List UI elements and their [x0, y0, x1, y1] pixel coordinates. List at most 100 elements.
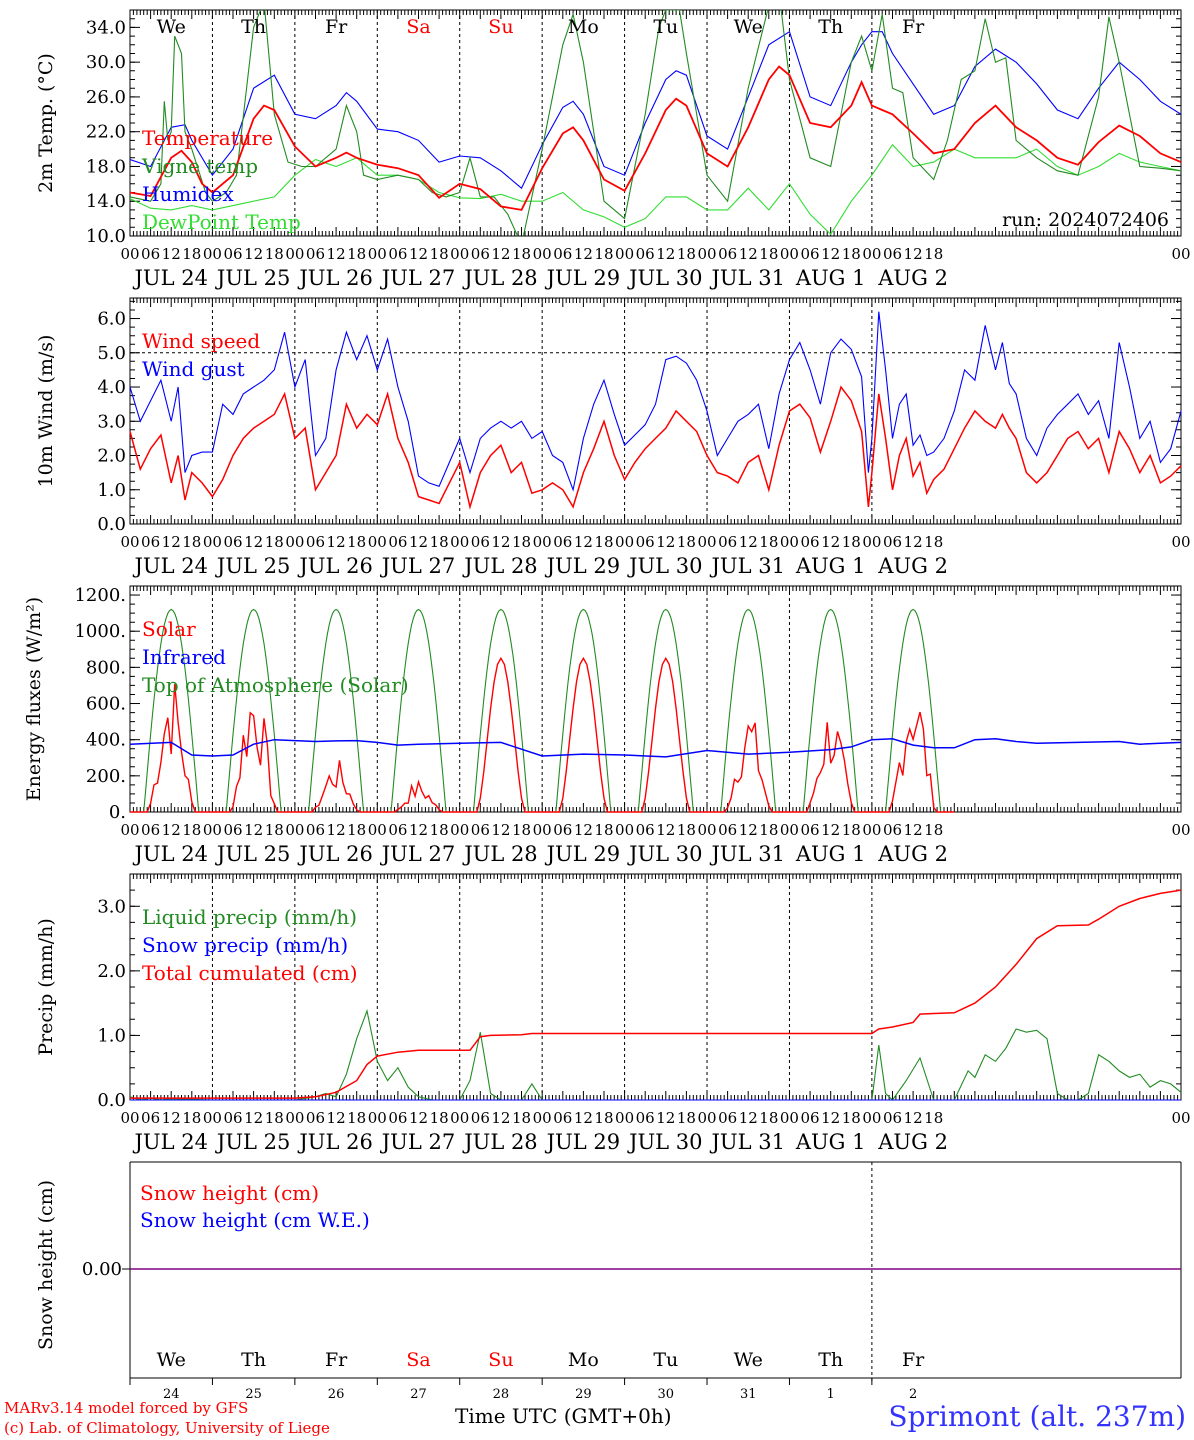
hour-tick-label: 18 [842, 533, 861, 551]
legend-entry: Humidex [142, 182, 234, 206]
date-label: AUG 2 [877, 554, 948, 578]
date-label: AUG 2 [877, 1130, 948, 1154]
hour-tick-label: 18 [512, 245, 531, 263]
hour-tick-label: 12 [244, 821, 263, 839]
date-label: AUG 1 [795, 842, 866, 866]
hour-tick-label: 00 [285, 1109, 304, 1127]
legend-entry: Top of Atmosphere (Solar) [142, 673, 409, 697]
humidex-line [130, 30, 1181, 190]
y-tick-label: 1.0 [97, 480, 126, 501]
hour-tick-label: 00 [1171, 821, 1190, 839]
y-tick-label: 0.00 [82, 1259, 122, 1280]
vigne-temp-line [130, 10, 1181, 236]
date-label: JUL 26 [297, 554, 372, 578]
weekday-label: Fr [902, 16, 925, 38]
hour-tick-label: 18 [347, 821, 366, 839]
date-label: AUG 1 [795, 266, 866, 290]
y-tick-label: 5.0 [97, 343, 126, 364]
hour-tick-label: 00 [450, 245, 469, 263]
station-name: Sprimont (alt. 237m) [888, 1400, 1186, 1433]
hour-tick-label: 18 [182, 1109, 201, 1127]
hour-tick-label: 06 [801, 821, 820, 839]
hour-tick-label: 12 [656, 821, 675, 839]
hour-tick-label: 06 [471, 245, 490, 263]
hour-tick-label: 00 [533, 245, 552, 263]
legend-entry: Snow precip (mm/h) [142, 933, 348, 957]
legend-entry: Infrared [142, 645, 226, 669]
hour-tick-label: 06 [636, 533, 655, 551]
hour-tick-label: 18 [182, 533, 201, 551]
date-label: AUG 2 [877, 842, 948, 866]
hour-tick-label: 12 [821, 821, 840, 839]
hour-tick-label: 00 [450, 821, 469, 839]
y-axis-label: 2m Temp. (°C) [35, 53, 57, 193]
hour-tick-label: 12 [656, 533, 675, 551]
hour-ticks [129, 298, 1182, 524]
hour-tick-label: 12 [244, 245, 263, 263]
weekday-label: Th [818, 1349, 843, 1371]
day-number-label: 26 [328, 1387, 345, 1402]
hour-tick-label: 18 [265, 1109, 284, 1127]
panel-border [129, 297, 1182, 525]
hour-tick-label: 18 [430, 1109, 449, 1127]
hour-tick-label: 12 [327, 245, 346, 263]
y-tick-label: 1000. [74, 621, 126, 642]
hour-tick-label: 06 [801, 245, 820, 263]
hour-tick-label: 18 [430, 821, 449, 839]
hour-tick-label: 00 [780, 1109, 799, 1127]
hour-tick-label: 00 [120, 1109, 139, 1127]
hour-tick-label: 18 [512, 1109, 531, 1127]
weekday-label: Sa [406, 16, 430, 38]
weekday-label: Tu [653, 1349, 678, 1371]
hour-tick-label: 06 [801, 1109, 820, 1127]
hour-tick-label: 00 [533, 533, 552, 551]
date-label: JUL 29 [545, 1130, 620, 1154]
date-label: JUL 26 [297, 842, 372, 866]
hour-tick-label: 18 [759, 245, 778, 263]
weekday-label: Th [818, 16, 843, 38]
hour-tick-label: 18 [430, 245, 449, 263]
hour-tick-label: 18 [842, 1109, 861, 1127]
hour-tick-label: 06 [141, 1109, 160, 1127]
hour-tick-label: 06 [388, 533, 407, 551]
hour-tick-label: 18 [594, 245, 613, 263]
date-label: JUL 29 [545, 266, 620, 290]
hour-tick-label: 06 [471, 1109, 490, 1127]
hour-tick-label: 00 [285, 821, 304, 839]
y-tick-label: 0.0 [97, 1090, 126, 1111]
y-tick-label: 22.0 [86, 122, 126, 143]
hour-ticks [129, 10, 1182, 236]
weekday-label: Th [241, 16, 266, 38]
hour-tick-label: 18 [347, 245, 366, 263]
hour-tick-label: 18 [182, 821, 201, 839]
date-label: JUL 28 [462, 1130, 537, 1154]
hour-tick-label: 12 [162, 821, 181, 839]
panel-border [129, 9, 1182, 237]
hour-tick-label: 18 [677, 1109, 696, 1127]
date-label: JUL 24 [132, 554, 207, 578]
date-label: JUL 28 [462, 266, 537, 290]
y-tick-label: 14.0 [86, 191, 126, 212]
hour-tick-label: 00 [780, 821, 799, 839]
hour-tick-label: 18 [924, 245, 943, 263]
hour-tick-label: 18 [265, 245, 284, 263]
hour-tick-label: 06 [141, 821, 160, 839]
hour-tick-label: 18 [924, 1109, 943, 1127]
panel-5-frame: 0.00 Snow height (cm) Snow height (cm) Snow… [35, 1161, 1182, 1402]
date-label: AUG 2 [877, 266, 948, 290]
hour-tick-label: 00 [615, 533, 634, 551]
y-tick-label: 0. [109, 802, 126, 823]
panel-border [129, 585, 1182, 813]
hour-tick-label: 00 [203, 245, 222, 263]
hour-tick-label: 12 [327, 533, 346, 551]
total-cumulated-line [130, 889, 1182, 1099]
y-tick-label: 200. [86, 766, 126, 787]
hour-tick-label: 12 [739, 1109, 758, 1127]
hour-tick-label: 18 [842, 821, 861, 839]
hour-tick-label: 12 [739, 533, 758, 551]
hour-tick-label: 00 [368, 533, 387, 551]
y-tick-label: 10.0 [86, 226, 126, 247]
hour-tick-label: 00 [697, 533, 716, 551]
